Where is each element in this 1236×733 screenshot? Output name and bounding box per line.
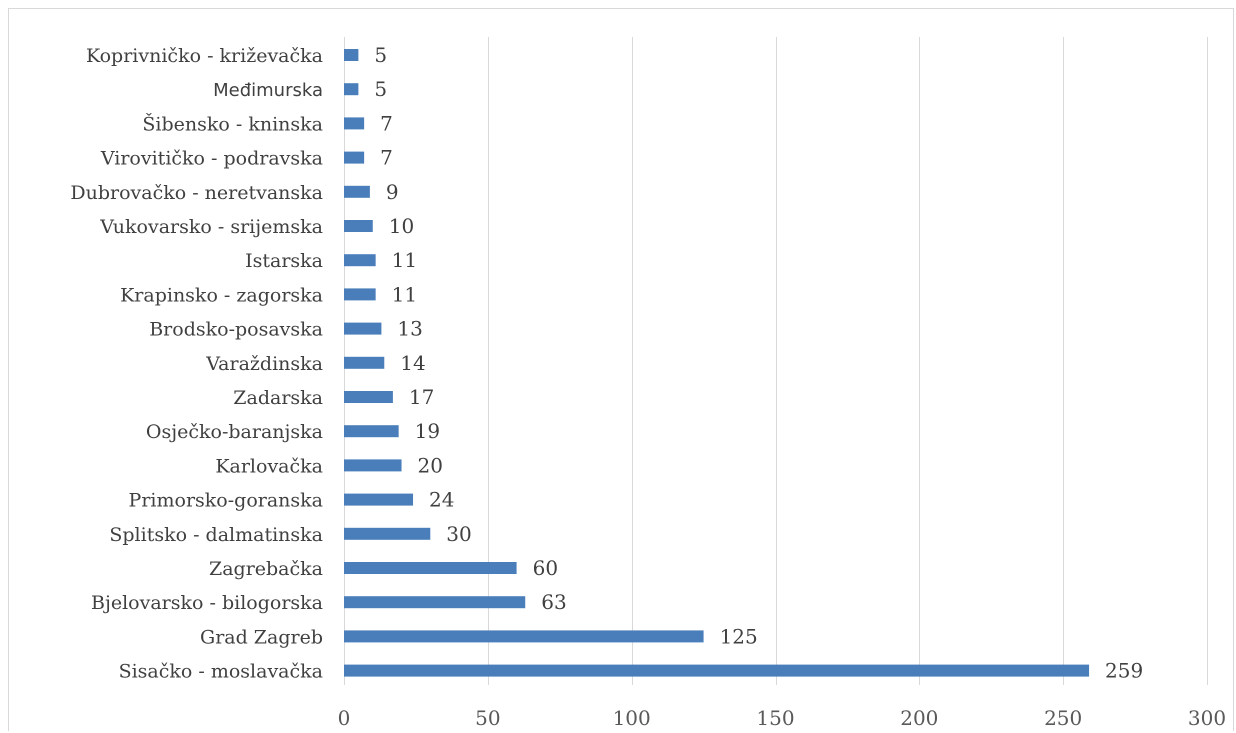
category-label: Međimurska bbox=[213, 80, 323, 101]
data-label: 30 bbox=[446, 522, 471, 546]
category-label: Zadarska bbox=[233, 387, 323, 409]
bar bbox=[344, 117, 365, 130]
category-label: Sisačko - moslavačka bbox=[119, 661, 323, 683]
data-label: 259 bbox=[1105, 659, 1143, 683]
data-label: 5 bbox=[374, 43, 387, 67]
bar bbox=[344, 664, 1090, 677]
bar bbox=[344, 356, 385, 369]
category-label: Brodsko-posavska bbox=[149, 319, 323, 341]
data-label: 13 bbox=[397, 317, 422, 341]
data-label: 60 bbox=[533, 556, 558, 580]
bar bbox=[344, 322, 382, 335]
data-label: 11 bbox=[392, 282, 417, 306]
category-label: Virovitičko - podravska bbox=[100, 148, 323, 170]
bar bbox=[344, 425, 399, 438]
data-label: 125 bbox=[720, 624, 758, 648]
category-label: Dubrovačko - neretvanska bbox=[70, 182, 323, 204]
category-label: Zagrebačka bbox=[209, 558, 323, 580]
bar bbox=[344, 254, 376, 267]
bar bbox=[344, 630, 704, 643]
bar bbox=[344, 493, 414, 506]
category-label: Grad Zagreb bbox=[200, 626, 323, 648]
bar bbox=[344, 391, 393, 403]
bar bbox=[344, 151, 365, 164]
x-tick-label: 300 bbox=[1188, 706, 1226, 730]
category-label: Vukovarsko - srijemska bbox=[99, 216, 323, 238]
data-label: 14 bbox=[400, 351, 425, 375]
category-label: Koprivničko - križevačka bbox=[86, 45, 323, 67]
x-axis-tick-labels: 0 50 100 150 200 250 300 bbox=[338, 706, 1226, 730]
bar bbox=[344, 562, 517, 574]
chart-frame bbox=[8, 8, 1234, 731]
bar bbox=[344, 288, 376, 301]
category-label: Karlovačka bbox=[215, 455, 323, 477]
data-label: 9 bbox=[386, 180, 399, 204]
bar bbox=[344, 83, 359, 96]
data-label: 24 bbox=[429, 488, 454, 512]
x-tick-label: 50 bbox=[475, 706, 500, 730]
bar bbox=[344, 459, 402, 472]
bar bbox=[344, 596, 526, 609]
data-label: 5 bbox=[374, 77, 387, 101]
category-label: Šibensko - kninska bbox=[142, 112, 323, 135]
data-label: 63 bbox=[541, 590, 566, 614]
bar bbox=[344, 185, 370, 198]
category-label: Varaždinska bbox=[205, 353, 323, 375]
data-label: 11 bbox=[392, 248, 417, 272]
data-label: 7 bbox=[380, 111, 393, 135]
data-label: 7 bbox=[380, 146, 393, 170]
category-label: Krapinsko - zagorska bbox=[120, 284, 323, 306]
value-labels: 5 5 7 7 9 10 11 11 13 14 17 19 20 24 30 60 63 125 259 bbox=[374, 43, 1143, 683]
bar bbox=[344, 49, 359, 61]
category-label: Primorsko-goranska bbox=[129, 490, 323, 512]
bar bbox=[344, 527, 431, 540]
data-label: 17 bbox=[409, 385, 434, 409]
data-label: 19 bbox=[415, 419, 440, 443]
bar bbox=[344, 220, 373, 232]
bars bbox=[344, 49, 1090, 677]
data-label: 10 bbox=[389, 214, 414, 238]
x-tick-label: 0 bbox=[338, 706, 351, 730]
x-tick-label: 100 bbox=[613, 706, 651, 730]
category-label: Osječko-baranjska bbox=[146, 421, 323, 443]
x-tick-label: 150 bbox=[756, 706, 794, 730]
x-tick-label: 200 bbox=[900, 706, 938, 730]
category-labels: Koprivničko - križevačka Međimurska Šibens… bbox=[70, 45, 323, 683]
category-label: Bjelovarsko - bilogorska bbox=[91, 592, 323, 614]
category-label: Splitsko - dalmatinska bbox=[109, 524, 323, 546]
x-tick-label: 250 bbox=[1044, 706, 1082, 730]
category-label: Istarska bbox=[245, 250, 323, 272]
data-label: 20 bbox=[418, 453, 443, 477]
gridlines bbox=[344, 37, 1208, 685]
